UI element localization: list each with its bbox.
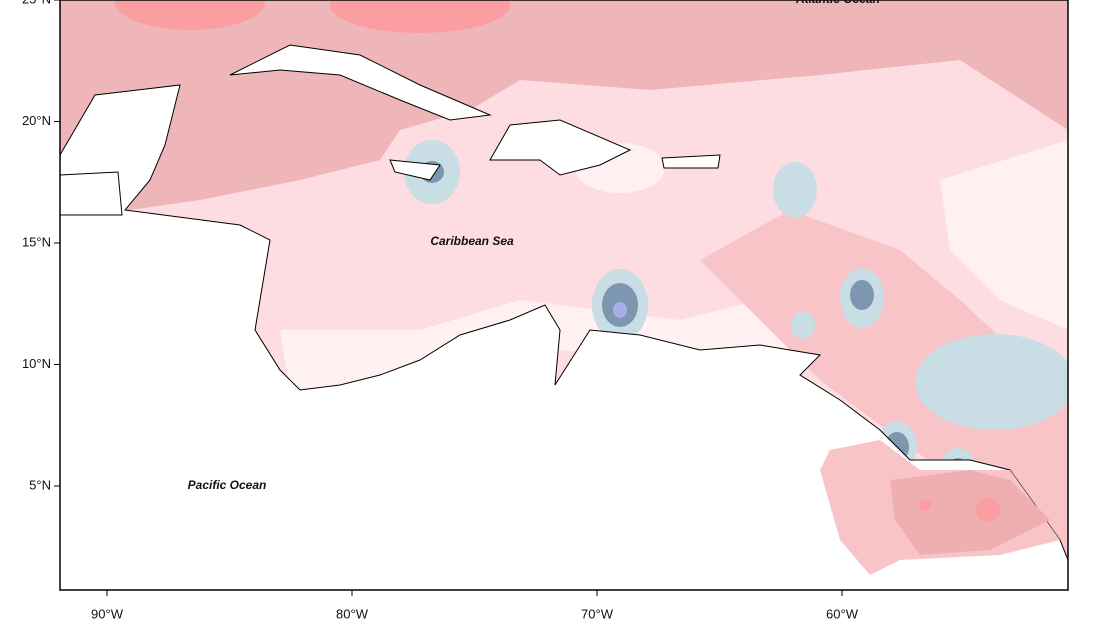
field-blob: [919, 499, 931, 511]
lat-tick-label: 10°N: [22, 356, 51, 371]
lon-tick-label: 60°W: [826, 606, 859, 621]
lat-tick-label: 15°N: [22, 234, 51, 249]
field-blob: [330, 0, 510, 33]
island: [229, 44, 492, 121]
landmass: [60, 171, 123, 216]
lon-tick-label: 90°W: [91, 606, 124, 621]
field-band: [940, 140, 1068, 330]
lat-tick-label: 25°N: [22, 0, 51, 6]
ocean-label: Caribbean Sea: [430, 234, 514, 248]
lat-tick-label: 5°N: [29, 477, 51, 492]
field-band: [890, 470, 1050, 555]
lon-tick-label: 70°W: [581, 606, 614, 621]
field-blob: [115, 0, 265, 30]
field-blob: [976, 498, 1000, 522]
ocean-label: Atlantic Ocean: [795, 0, 880, 6]
island: [661, 154, 721, 169]
island: [389, 159, 441, 181]
map-field: [60, 0, 1068, 590]
map-frame: [59, 0, 1069, 591]
ocean-label: Pacific Ocean: [188, 478, 267, 492]
coastline: [60, 84, 1068, 590]
island: [489, 119, 632, 176]
field-blob: [915, 334, 1068, 430]
lat-tick-label: 20°N: [22, 113, 51, 128]
lon-tick-label: 80°W: [336, 606, 369, 621]
